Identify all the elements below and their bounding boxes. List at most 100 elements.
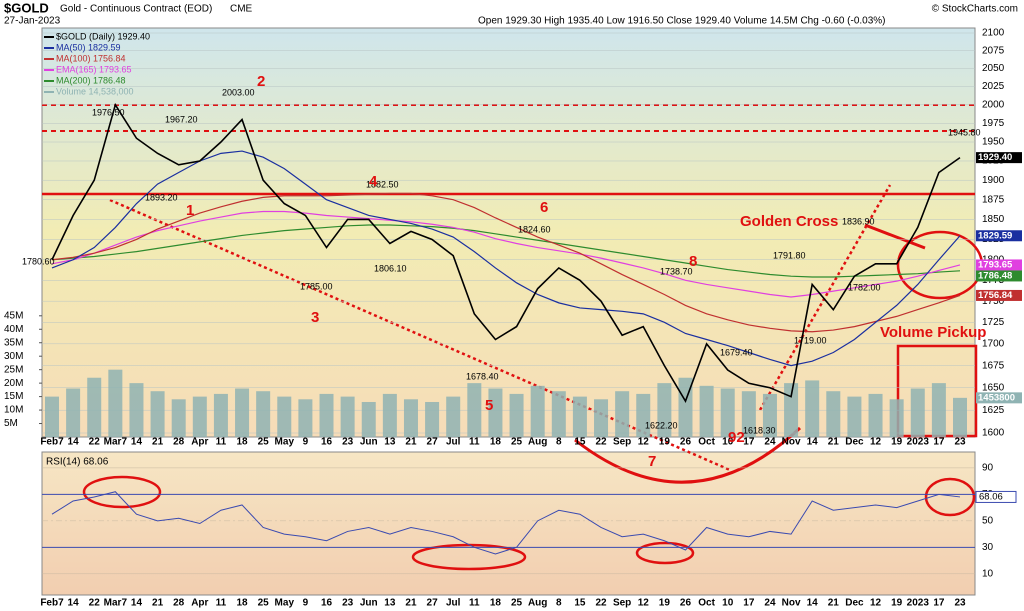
volume-bar <box>826 391 841 437</box>
x-tick-label: May <box>275 437 295 448</box>
price-annotation: 1618.30 <box>743 425 776 435</box>
volume-bar <box>805 380 820 437</box>
volume-bar <box>741 391 756 437</box>
rsi-title: RSI(14) 68.06 <box>46 457 109 468</box>
annotation-label: Volume Pickup <box>880 324 986 341</box>
x-tick-label: 23 <box>954 598 966 609</box>
x-tick-label: 12 <box>870 598 882 609</box>
volume-bar <box>530 385 545 437</box>
y-tick-label: 2000 <box>982 99 1005 110</box>
x-tick-label: 17 <box>743 437 755 448</box>
price-annotation: 1836.90 <box>842 216 875 226</box>
volume-bar <box>108 369 123 437</box>
series-line <box>51 192 961 333</box>
volume-bar <box>953 397 967 437</box>
x-tick-label: 10 <box>722 437 734 448</box>
value-tag-bg <box>976 289 1022 301</box>
volume-bar <box>382 393 397 437</box>
x-tick-label: 25 <box>511 598 523 609</box>
y-tick-label: 1750 <box>982 296 1005 307</box>
price-annotation: 1945.80 <box>948 127 981 137</box>
volume-bar <box>298 399 313 437</box>
x-tick-label: Sep <box>613 598 631 609</box>
x-tick-label: 8 <box>556 598 562 609</box>
x-tick-label: 21 <box>152 598 164 609</box>
volume-bar <box>192 396 207 437</box>
x-tick-label: 27 <box>427 598 439 609</box>
x-tick-label: 21 <box>828 437 840 448</box>
x-tick-label: 25 <box>258 598 270 609</box>
value-tag: 1453800 <box>978 392 1015 403</box>
volume-bar <box>66 388 81 437</box>
price-annotation: 1824.60 <box>518 224 551 234</box>
exchange: CME <box>230 4 253 15</box>
x-tick-label: 17 <box>743 598 755 609</box>
rsi-tick-label: 30 <box>982 542 994 553</box>
x-tick-label: 28 <box>173 598 185 609</box>
y2-tick-label: 15M <box>4 391 23 402</box>
x-tick-label: 18 <box>236 598 248 609</box>
volume-bar <box>403 399 418 437</box>
annotation-label: 92 <box>728 429 745 446</box>
date: 27-Jan-2023 <box>4 16 61 27</box>
y-tick-label: 1625 <box>982 405 1005 416</box>
y-tick-label: 1600 <box>982 428 1005 439</box>
volume-bar <box>340 396 355 437</box>
volume-bar <box>889 399 904 437</box>
volume-bar <box>87 377 102 437</box>
x-tick-label: Oct <box>698 598 715 609</box>
series-line <box>51 491 961 555</box>
volume-bar <box>319 393 334 437</box>
x-tick-label: Dec <box>845 437 864 448</box>
x-tick-label: Nov <box>782 437 801 448</box>
x-tick-label: 21 <box>405 598 417 609</box>
x-tick-label: 22 <box>89 598 101 609</box>
price-annotation: 1806.10 <box>374 263 407 273</box>
rsi-tick-label: 50 <box>982 515 994 526</box>
x-tick-label: 19 <box>659 437 671 448</box>
x-tick-label: Aug <box>528 598 547 609</box>
x-tick-label: 11 <box>216 437 227 448</box>
volume-bar <box>509 393 524 437</box>
x-tick-label: 14 <box>68 437 80 448</box>
x-tick-label: 13 <box>384 437 396 448</box>
volume-bar <box>615 391 630 437</box>
y-tick-label: 2025 <box>982 81 1005 92</box>
price-annotation: 1893.20 <box>145 192 178 202</box>
value-tag-bg <box>975 490 1017 503</box>
series-line <box>51 150 961 367</box>
volume-bar <box>467 383 482 437</box>
legend-label: Volume 14,538,000 <box>56 86 134 96</box>
price-annotation: 1967.20 <box>165 114 198 124</box>
credit: © StockCharts.com <box>932 4 1018 15</box>
x-tick-label: 14 <box>807 437 819 448</box>
price-annotation: 1719.00 <box>794 335 827 345</box>
value-tag: 68.06 <box>979 491 1003 502</box>
y-tick-label: 1875 <box>982 194 1005 205</box>
x-tick-label: Feb7 <box>40 437 64 448</box>
x-tick-label: Apr <box>191 437 208 448</box>
x-tick-label: 9 <box>303 598 309 609</box>
annotation-label: Golden Cross <box>740 213 838 230</box>
rsi-panel <box>41 451 976 596</box>
x-tick-label: 22 <box>89 437 101 448</box>
rsi-tick-label: 90 <box>982 463 994 474</box>
x-tick-label: 23 <box>342 437 354 448</box>
x-tick-label: 17 <box>933 437 945 448</box>
x-tick-label: 14 <box>131 437 143 448</box>
y-tick-label: 2100 <box>982 28 1005 39</box>
x-tick-label: 16 <box>321 437 333 448</box>
x-tick-label: 10 <box>722 598 734 609</box>
x-tick-label: Oct <box>698 437 715 448</box>
x-tick-label: Jul <box>446 437 461 448</box>
price-annotation: 1791.80 <box>773 250 806 260</box>
volume-bar <box>847 396 862 437</box>
price-panel <box>41 27 976 438</box>
y2-tick-label: 25M <box>4 364 23 375</box>
annotation-label: 1 <box>186 202 194 219</box>
x-tick-label: Aug <box>528 437 547 448</box>
y-tick-label: 2050 <box>982 63 1005 74</box>
volume-bar <box>720 388 735 437</box>
x-tick-label: 23 <box>342 598 354 609</box>
